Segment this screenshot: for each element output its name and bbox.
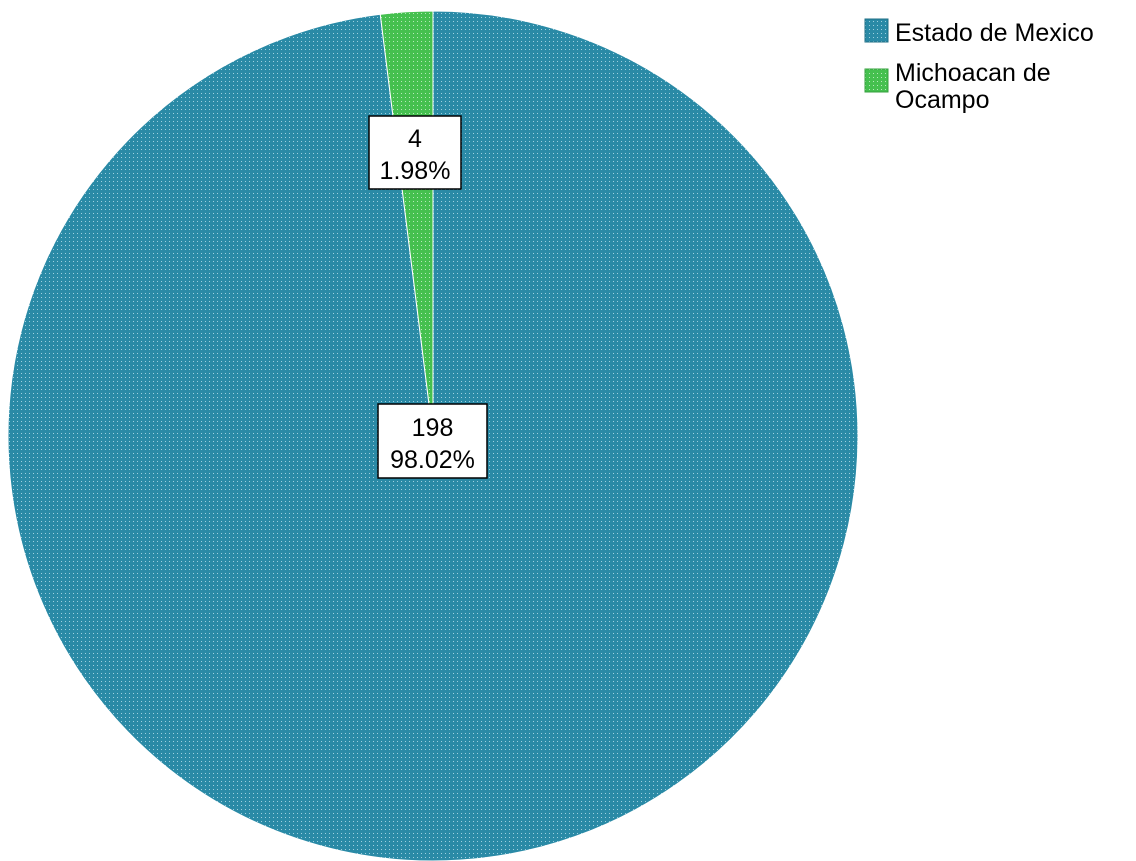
legend-swatch-michoacan-de-ocampo — [864, 68, 889, 93]
data-label-box-1 — [368, 115, 462, 190]
data-label-percent-0: 98.02% — [390, 446, 475, 474]
data-label-1: 4 1.98% — [368, 115, 462, 190]
data-label-percent-1: 1.98% — [380, 157, 451, 185]
data-label-value-1: 4 — [408, 125, 422, 153]
data-label-box-0 — [377, 403, 488, 479]
legend-label-michoacan-de-ocampo-line1: Michoacan de — [895, 59, 1051, 87]
data-label-value-0: 198 — [412, 414, 454, 442]
data-label-0: 198 98.02% — [377, 403, 488, 479]
legend-label-estado-de-mexico: Estado de Mexico — [895, 19, 1094, 47]
legend-label-michoacan-de-ocampo-line2: Ocampo — [895, 86, 989, 114]
legend: Estado de Mexico Michoacan de Ocampo — [864, 18, 1094, 114]
legend-swatch-estado-de-mexico — [864, 18, 889, 43]
